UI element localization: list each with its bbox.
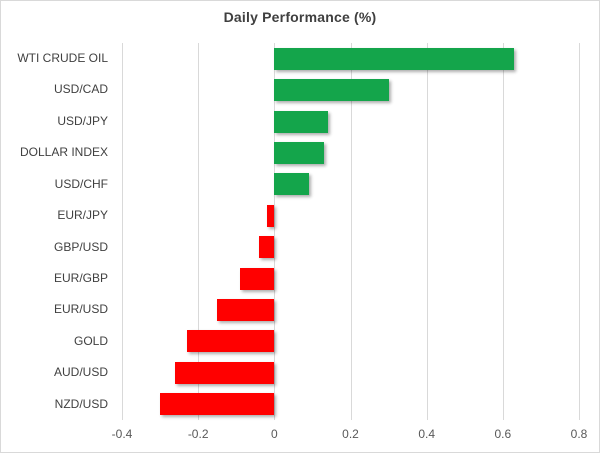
gridline: [122, 43, 123, 420]
x-tick-label: 0.6: [494, 427, 512, 441]
gridline: [350, 43, 352, 420]
bar-usd-chf: [274, 173, 309, 196]
category-label-eur-jpy: EUR/JPY: [57, 208, 108, 223]
category-label-dollar-index: DOLLAR INDEX: [19, 145, 108, 160]
gridline: [274, 43, 276, 420]
bar-usd-cad: [274, 79, 389, 102]
gridline: [579, 43, 580, 420]
bar-gold: [186, 330, 275, 353]
gridline: [502, 43, 504, 420]
x-tick-label: -0.2: [187, 427, 209, 441]
bar-eur-jpy: [266, 204, 275, 227]
category-label-nzd-usd: NZD/USD: [54, 396, 108, 411]
x-tick-label: 0.4: [418, 427, 435, 441]
bar-usd-jpy: [274, 110, 328, 133]
category-label-usd-chf: USD/CHF: [54, 176, 108, 191]
bar-gbp-usd: [259, 236, 275, 259]
x-tick-label: -0.4: [111, 427, 133, 441]
category-label-gold: GOLD: [73, 333, 108, 348]
category-label-usd-jpy: USD/JPY: [57, 113, 108, 128]
bar-nzd-usd: [160, 393, 275, 416]
category-label-wti-crude-oil: WTI CRUDE OIL: [17, 51, 108, 65]
category-label-eur-gbp: EUR/GBP: [53, 270, 108, 285]
category-label-eur-usd: EUR/USD: [53, 302, 108, 317]
bar-dollar-index: [274, 141, 324, 164]
category-label-aud-usd: AUD/USD: [53, 365, 108, 380]
gridline: [426, 43, 428, 420]
bar-eur-gbp: [240, 267, 275, 290]
bar-eur-usd: [217, 299, 275, 322]
x-tick-label: 0: [270, 427, 278, 441]
category-label-usd-cad: USD/CAD: [53, 82, 108, 97]
x-tick-label: 0.8: [570, 427, 588, 441]
chart-title: Daily Performance (%): [223, 9, 377, 25]
category-label-gbp-usd: GBP/USD: [53, 239, 108, 254]
bar-wti-crude-oil: [274, 47, 515, 70]
bar-aud-usd: [175, 361, 275, 384]
x-tick-label: 0.2: [342, 427, 359, 441]
gridline: [198, 43, 200, 420]
